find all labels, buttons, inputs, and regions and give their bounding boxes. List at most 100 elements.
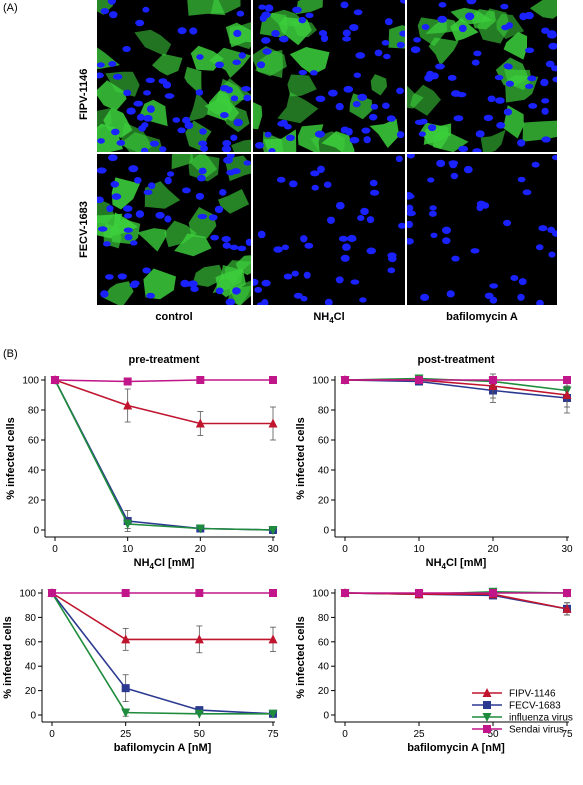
nucleus	[159, 146, 167, 152]
nucleus	[413, 37, 421, 43]
nucleus	[261, 11, 271, 19]
micrograph-image	[253, 0, 405, 152]
nucleus	[407, 210, 416, 217]
nucleus	[134, 177, 142, 184]
nucleus	[519, 12, 528, 21]
series-influenza-virus	[50, 376, 278, 535]
data-point	[121, 684, 130, 693]
nucleus	[501, 24, 510, 31]
x-tick-label: 20	[195, 544, 207, 555]
cell-cytoplasm	[503, 32, 528, 60]
cell-cytoplasm	[216, 78, 251, 101]
series-sendai-virus	[48, 589, 277, 597]
nucleus	[143, 189, 153, 195]
nucleus	[386, 115, 396, 122]
cell-cytoplasm	[321, 131, 355, 152]
nucleus	[320, 34, 329, 43]
nucleus	[124, 234, 133, 241]
y-tick-label: 80	[318, 406, 330, 417]
nucleus	[382, 102, 390, 109]
data-point	[194, 634, 204, 644]
nucleus	[531, 161, 540, 168]
x-tick-label: 75	[561, 729, 573, 740]
nucleus	[97, 196, 104, 204]
series-line	[344, 592, 568, 610]
cell-cytoplasm	[171, 154, 194, 170]
cell-cytoplasm	[184, 66, 202, 96]
nucleus	[143, 90, 151, 96]
y-tick-label: 20	[25, 686, 37, 697]
nucleus	[261, 279, 271, 287]
cell-cytoplasm	[231, 139, 251, 152]
nucleus	[261, 37, 271, 44]
nucleus	[430, 232, 438, 238]
nucleus	[369, 113, 378, 121]
nucleus	[435, 63, 445, 70]
nucleus	[466, 0, 477, 5]
nucleus	[264, 4, 274, 12]
nucleus	[238, 52, 246, 59]
nucleus	[106, 205, 114, 213]
data-point	[562, 390, 572, 399]
nucleus	[517, 293, 525, 301]
nucleus	[230, 95, 239, 102]
nucleus	[177, 127, 186, 134]
micrograph-fecv-bafilomycin	[407, 154, 557, 305]
cell-cytoplasm	[477, 8, 510, 44]
nucleus	[291, 270, 299, 277]
nucleus	[177, 27, 187, 35]
nucleus	[396, 131, 405, 139]
nucleus	[418, 131, 426, 137]
nucleus	[146, 105, 155, 113]
nucleus	[195, 89, 204, 96]
nucleus	[366, 216, 375, 224]
nucleus	[303, 271, 311, 279]
nucleus	[103, 241, 111, 247]
nucleus	[273, 246, 283, 253]
data-point	[123, 400, 133, 410]
x-axis-label: NH4Cl [mM]	[134, 557, 195, 571]
nucleus	[541, 27, 550, 34]
nucleus	[254, 286, 263, 293]
nucleus	[143, 114, 153, 122]
nucleus	[535, 244, 544, 251]
x-tick-label: 10	[122, 544, 134, 555]
nucleus	[421, 24, 430, 30]
cell-cytoplasm	[187, 0, 226, 16]
data-point	[51, 376, 59, 384]
nucleus	[198, 167, 207, 175]
nucleus	[338, 235, 348, 242]
y-tick-label: 60	[318, 436, 330, 447]
cell-cytoplasm	[297, 124, 324, 152]
nucleus	[310, 170, 320, 177]
nucleus	[335, 276, 344, 284]
legend-label: influenza virus	[509, 713, 573, 724]
nucleus	[551, 65, 557, 72]
cell-cytoplasm	[268, 9, 305, 27]
chart-title: pre-treatment	[129, 354, 200, 366]
cell-cytoplasm	[188, 207, 217, 239]
nucleus	[315, 95, 326, 103]
nucleus	[243, 160, 251, 166]
nucleus	[189, 27, 198, 35]
nucleus	[298, 16, 307, 24]
nucleus	[500, 3, 509, 10]
y-tick-label: 80	[25, 613, 37, 624]
cell-cytoplasm	[204, 97, 240, 122]
x-axis-label: NH4Cl [mM]	[426, 557, 487, 571]
x-tick-label: 20	[487, 544, 499, 555]
series-fecv-1683	[51, 376, 277, 534]
nucleus	[548, 42, 557, 50]
y-tick-label: 40	[318, 662, 330, 673]
nucleus	[233, 118, 243, 127]
nucleus	[548, 251, 556, 258]
series-line	[54, 379, 273, 425]
nucleus	[472, 148, 482, 152]
chart-title: post-treatment	[417, 354, 494, 366]
nucleus	[136, 113, 145, 121]
series-sendai-virus	[341, 588, 571, 598]
nucleus	[387, 267, 396, 274]
legend-marker	[482, 713, 492, 722]
nucleus	[442, 226, 451, 234]
data-point	[123, 377, 132, 386]
